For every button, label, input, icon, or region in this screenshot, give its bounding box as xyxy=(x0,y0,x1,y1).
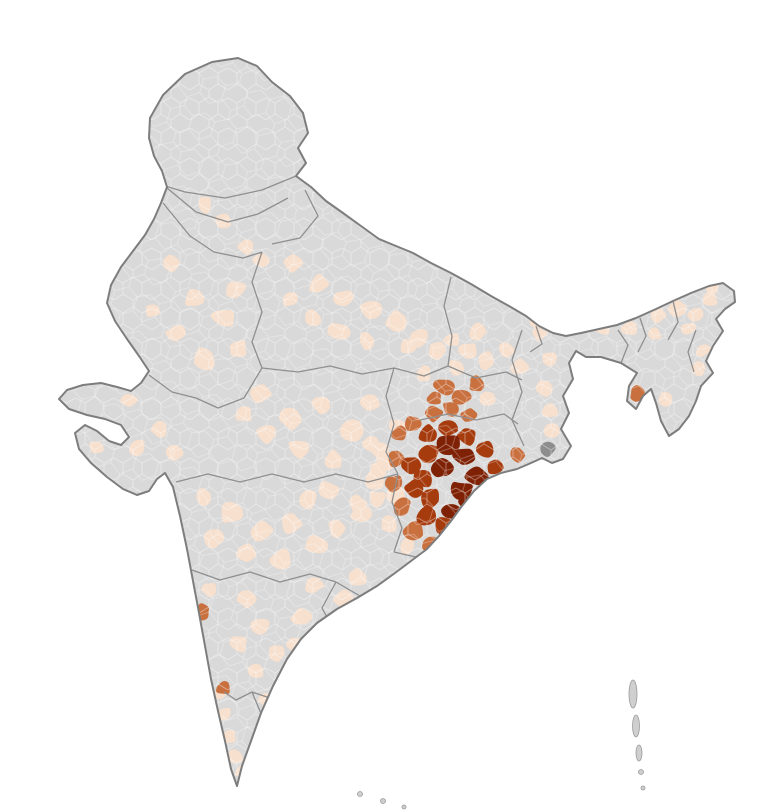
islet xyxy=(357,791,363,797)
island xyxy=(628,679,638,709)
island xyxy=(635,744,643,762)
island xyxy=(638,769,644,775)
islands xyxy=(357,679,646,810)
island xyxy=(632,714,640,738)
islet xyxy=(380,798,386,804)
island xyxy=(640,785,646,791)
islet xyxy=(401,804,407,810)
